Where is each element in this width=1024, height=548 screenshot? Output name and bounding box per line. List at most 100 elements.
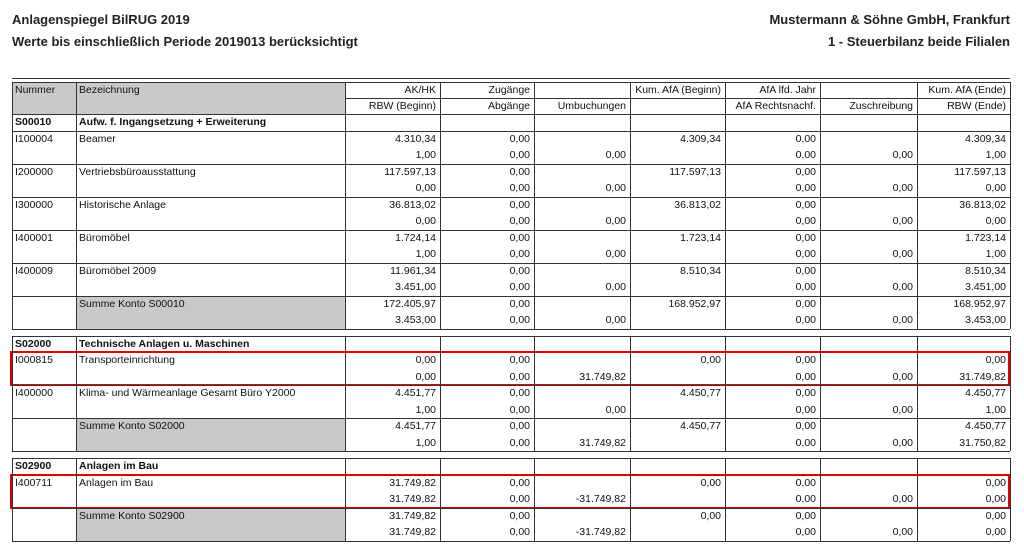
col-rule [12, 458, 13, 541]
asset-value: 36.813,02 [389, 198, 436, 211]
column-header: Nummer [15, 84, 56, 96]
col-rule [440, 114, 441, 329]
asset-value: 3.451,00 [395, 281, 436, 293]
asset-value: 117.597,13 [384, 165, 436, 178]
asset-value: 11.961,34 [390, 264, 436, 277]
rule [12, 385, 1010, 386]
col-rule [345, 335, 346, 451]
total-value: 0,00 [509, 509, 530, 522]
col-rule [12, 335, 13, 451]
asset-value: 0,00 [605, 281, 626, 293]
col-rule [534, 458, 535, 541]
asset-value: 0,00 [509, 403, 530, 416]
asset-value: 0,00 [509, 476, 530, 489]
asset-value: 0,00 [795, 264, 816, 277]
asset-value: 0,00 [700, 476, 721, 489]
asset-value: 0,00 [892, 248, 913, 260]
total-value: 1,00 [415, 436, 436, 449]
asset-value: 0,00 [415, 370, 436, 383]
total-value: 3.453,00 [395, 314, 436, 326]
asset-value: 1,00 [985, 403, 1006, 416]
asset-name: Beamer [79, 132, 116, 145]
asset-value: 31.749,82 [389, 476, 436, 489]
group-name: Aufw. f. Ingangsetzung + Erweiterung [79, 116, 267, 128]
asset-value: 1,00 [985, 248, 1006, 260]
rule [12, 229, 1010, 231]
group-number: S02000 [15, 337, 52, 350]
col-rule [725, 458, 726, 541]
column-header: Zuschreibung [849, 100, 913, 112]
asset-value: 1,00 [415, 149, 436, 161]
group-name: Technische Anlagen u. Maschinen [79, 337, 250, 350]
col-rule [917, 114, 918, 329]
asset-value: 0,00 [509, 198, 530, 211]
col-rule [917, 335, 918, 451]
column-header: Abgänge [487, 100, 530, 112]
total-value: 0,00 [509, 314, 530, 326]
col-rule [440, 335, 441, 451]
asset-value: 3.451,00 [965, 281, 1006, 293]
col-rule [76, 335, 77, 451]
col-rule [12, 114, 13, 329]
rule [12, 130, 1010, 132]
asset-number: I400711 [15, 476, 53, 489]
asset-value: 4.310,34 [395, 132, 436, 145]
col-rule [725, 114, 726, 329]
group-number: S00010 [15, 116, 52, 128]
asset-value: 0,00 [415, 354, 436, 366]
highlight-box [10, 351, 1010, 386]
rule [12, 196, 1010, 198]
asset-value: 0,00 [795, 198, 816, 211]
asset-number: I300000 [15, 198, 53, 211]
asset-value: 0,00 [892, 149, 913, 161]
asset-value: 0,00 [892, 370, 913, 383]
rule [12, 78, 1010, 79]
column-header: Kum. AfA (Beginn) [635, 84, 721, 96]
col-rule [725, 335, 726, 451]
total-value: 0,00 [795, 509, 816, 522]
column-header: RBW (Beginn) [368, 100, 436, 112]
asset-value: 0,00 [795, 476, 816, 489]
rule [12, 82, 1010, 83]
rule [12, 114, 1010, 115]
col-rule [12, 82, 13, 114]
asset-name: Vertriebsbüroausstattung [79, 165, 196, 178]
column-header: AK/HK [404, 84, 436, 96]
total-value: 0,00 [892, 314, 913, 326]
total-value: 0,00 [795, 420, 816, 432]
asset-value: 1,00 [415, 248, 436, 260]
column-header: RBW (Ende) [947, 100, 1006, 112]
total-shade [77, 419, 345, 451]
asset-value: 0,00 [892, 281, 913, 293]
asset-value: 0,00 [509, 264, 530, 277]
col-rule [820, 335, 821, 451]
rule [12, 262, 1010, 264]
total-value: 0,00 [985, 526, 1006, 538]
asset-value: 0,00 [509, 165, 530, 178]
asset-value: 36.813,02 [959, 198, 1006, 211]
asset-value: 0,00 [605, 403, 626, 416]
asset-number: I400000 [15, 387, 53, 399]
asset-value: 36.813,02 [674, 198, 721, 211]
total-value: 168.952,97 [668, 297, 721, 310]
asset-value: 0,00 [892, 215, 913, 227]
column-header: Umbuchungen [557, 100, 626, 112]
total-value: 0,00 [509, 420, 530, 432]
asset-name: Büromöbel [79, 231, 130, 244]
asset-value: 0,00 [605, 215, 626, 227]
asset-value: 0,00 [795, 215, 816, 227]
total-value: 4.450,77 [965, 420, 1006, 432]
col-rule [76, 82, 77, 114]
asset-value: 1,00 [985, 149, 1006, 161]
total-value: 31.749,82 [389, 526, 436, 538]
rule [12, 295, 1010, 297]
group-number: S02900 [15, 460, 52, 472]
asset-value: 1.723,14 [965, 231, 1006, 244]
asset-number: I400001 [15, 231, 53, 244]
asset-value: 0,00 [795, 248, 816, 260]
asset-name: Anlagen im Bau [79, 476, 154, 489]
asset-value: 0,00 [795, 387, 816, 399]
total-value: 0,00 [795, 314, 816, 326]
column-header: AfA Rechtsnachf. [735, 100, 816, 112]
